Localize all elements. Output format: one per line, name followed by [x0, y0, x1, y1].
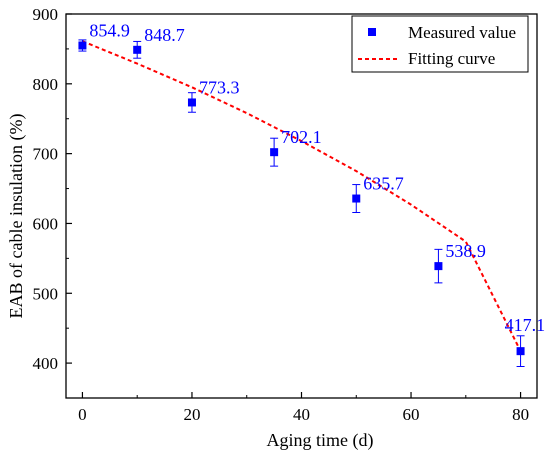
y-tick-label-600: 600 — [33, 214, 59, 233]
data-points — [78, 41, 525, 356]
y-tick-label-400: 400 — [33, 354, 59, 373]
data-point-1 — [133, 45, 142, 54]
data-label-6: 417.1 — [505, 315, 546, 335]
data-label-4: 635.7 — [363, 174, 404, 194]
x-axis-label: Aging time (d) — [267, 430, 374, 451]
legend: Measured value Fitting curve — [351, 15, 529, 73]
data-label-5: 538.9 — [445, 241, 486, 261]
fitting-curve — [82, 40, 522, 352]
x-tick-label-20: 20 — [183, 405, 200, 424]
data-label-1: 848.7 — [144, 25, 185, 45]
data-point-2 — [187, 98, 196, 107]
data-label-2: 773.3 — [199, 77, 240, 97]
y-axis-label: EAB of cable insulation (%) — [6, 114, 27, 319]
y-tick-label-700: 700 — [33, 145, 59, 164]
data-label-0: 854.9 — [89, 20, 130, 40]
legend-label-fitting: Fitting curve — [408, 49, 495, 68]
data-point-0 — [78, 41, 87, 50]
fitting-curve-line — [82, 40, 522, 352]
data-point-4 — [352, 194, 361, 203]
legend-marker-measured — [368, 28, 376, 36]
error-bars — [78, 39, 525, 368]
x-tick-label-60: 60 — [403, 405, 420, 424]
data-point-5 — [434, 262, 443, 271]
data-labels: 854.9 848.7 773.3 702.1 635.7 538.9 417.1 — [89, 20, 545, 335]
x-tick-label-0: 0 — [78, 405, 87, 424]
x-tick-label-80: 80 — [512, 405, 529, 424]
ticks: 0 20 40 60 80 400 500 600 700 800 900 — [33, 5, 530, 424]
y-tick-label-500: 500 — [33, 284, 59, 303]
y-tick-label-900: 900 — [33, 5, 59, 24]
data-point-3 — [270, 148, 279, 157]
x-tick-label-40: 40 — [293, 405, 310, 424]
legend-label-measured: Measured value — [408, 23, 516, 42]
data-label-3: 702.1 — [281, 127, 322, 147]
data-point-6 — [516, 347, 525, 356]
y-tick-label-800: 800 — [33, 75, 59, 94]
legend-box — [351, 15, 529, 73]
